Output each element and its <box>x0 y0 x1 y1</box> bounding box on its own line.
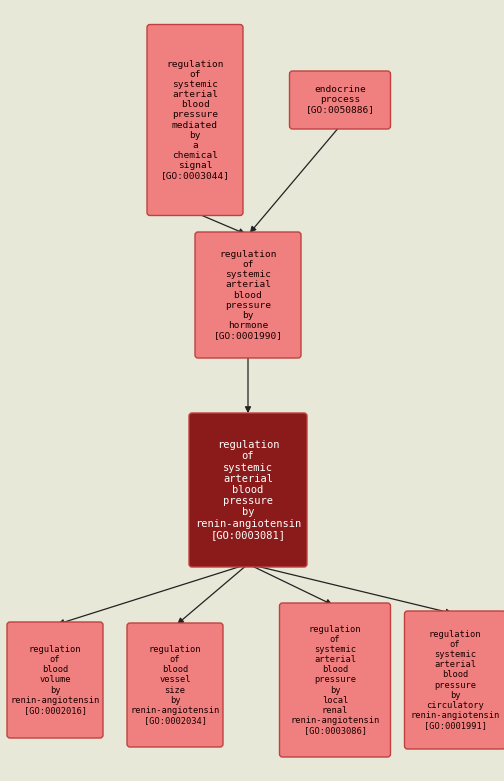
FancyBboxPatch shape <box>189 413 307 567</box>
Text: regulation
of
systemic
arterial
blood
pressure
by
renin-angiotensin
[GO:0003081]: regulation of systemic arterial blood pr… <box>195 440 301 540</box>
Text: endocrine
process
[GO:0050886]: endocrine process [GO:0050886] <box>305 85 374 115</box>
FancyBboxPatch shape <box>195 232 301 358</box>
Text: regulation
of
systemic
arterial
blood
pressure
by
local
renal
renin-angiotensin
: regulation of systemic arterial blood pr… <box>290 626 380 735</box>
FancyBboxPatch shape <box>405 611 504 749</box>
Text: regulation
of
systemic
arterial
blood
pressure
mediated
by
a
chemical
signal
[GO: regulation of systemic arterial blood pr… <box>160 60 229 180</box>
Text: regulation
of
systemic
arterial
blood
pressure
by
circulatory
renin-angiotensin
: regulation of systemic arterial blood pr… <box>410 630 499 729</box>
FancyBboxPatch shape <box>280 603 391 757</box>
FancyBboxPatch shape <box>127 623 223 747</box>
Text: regulation
of
blood
volume
by
renin-angiotensin
[GO:0002016]: regulation of blood volume by renin-angi… <box>11 645 100 715</box>
Text: regulation
of
systemic
arterial
blood
pressure
by
hormone
[GO:0001990]: regulation of systemic arterial blood pr… <box>214 250 283 340</box>
FancyBboxPatch shape <box>147 24 243 216</box>
Text: regulation
of
blood
vessel
size
by
renin-angiotensin
[GO:0002034]: regulation of blood vessel size by renin… <box>131 645 220 725</box>
FancyBboxPatch shape <box>7 622 103 738</box>
FancyBboxPatch shape <box>289 71 391 129</box>
